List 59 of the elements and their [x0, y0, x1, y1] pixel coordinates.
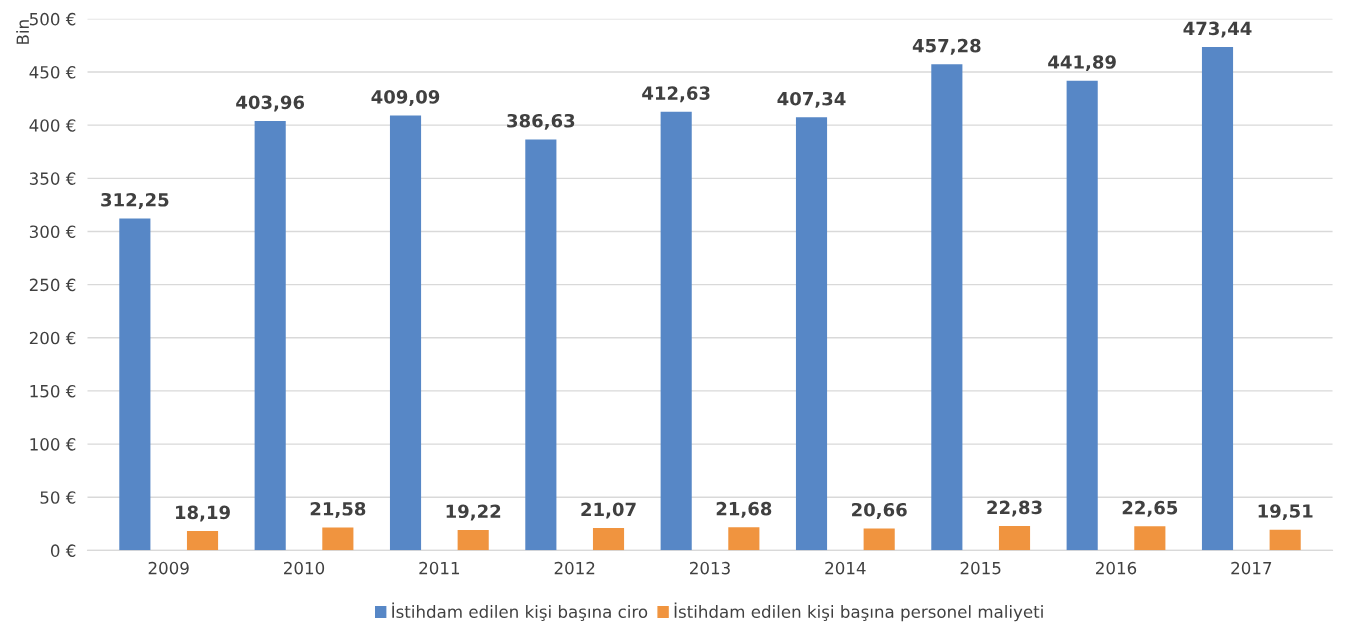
- bar: [254, 120, 286, 551]
- y-tick-label: 500 €: [29, 12, 76, 26]
- data-label: 19,51: [1258, 504, 1313, 521]
- data-label: 403,96: [236, 95, 305, 112]
- y-tick-label: 200 €: [29, 331, 76, 345]
- bar: [863, 528, 895, 551]
- bar: [795, 117, 828, 551]
- bar: [1066, 80, 1098, 551]
- bar: [525, 139, 557, 551]
- x-tick-label: 2011: [419, 561, 460, 575]
- data-label: 457,28: [912, 38, 981, 55]
- bar: [457, 529, 489, 551]
- y-tick-label: 400 €: [29, 119, 76, 132]
- data-label: 19,22: [446, 504, 501, 521]
- data-label: 473,44: [1183, 21, 1252, 38]
- data-label: 22,65: [1122, 500, 1178, 517]
- x-tick-label: 2010: [284, 561, 325, 575]
- bar: [931, 64, 963, 551]
- x-tick-label: 2009: [148, 561, 189, 575]
- data-label: 412,63: [642, 86, 710, 103]
- data-label: 409,09: [371, 90, 440, 106]
- bar: [660, 111, 692, 551]
- bar: [592, 527, 625, 551]
- data-label: 21,58: [310, 501, 366, 518]
- data-label: 20,66: [852, 502, 907, 519]
- data-label: 441,89: [1048, 55, 1116, 72]
- bar: [186, 531, 219, 551]
- data-label: 312,25: [101, 192, 169, 209]
- x-tick-label: 2014: [825, 561, 866, 575]
- data-label: 407,34: [777, 91, 846, 108]
- data-label: 18,19: [176, 505, 230, 522]
- y-tick-label: 100 €: [30, 438, 76, 451]
- bar: [998, 526, 1031, 551]
- y-tick-label: 0 €: [50, 544, 76, 557]
- y-tick-label: 300 €: [29, 225, 76, 239]
- data-label: 21,07: [581, 502, 636, 519]
- bar: [1269, 529, 1301, 551]
- y-tick-label: 250 €: [29, 278, 76, 292]
- x-tick-label: 2016: [1096, 561, 1137, 575]
- y-tick-label: 150 €: [30, 384, 76, 398]
- bar: [322, 527, 354, 551]
- bar: [728, 527, 760, 551]
- x-tick-label: 2017: [1231, 561, 1272, 575]
- y-tick-label: 50 €: [40, 491, 76, 504]
- legend-label: İstihdam edilen kişi başına ciro: [392, 602, 648, 621]
- x-tick-label: 2013: [690, 561, 730, 575]
- bar: [119, 218, 151, 551]
- x-tick-label: 2012: [554, 561, 595, 575]
- bar: [1134, 526, 1166, 551]
- y-tick-label: 350 €: [29, 172, 76, 185]
- bar: [1201, 47, 1234, 551]
- data-label: 21,68: [716, 501, 772, 518]
- x-tick-label: 2015: [960, 561, 1001, 575]
- y-axis-title: Bin: [16, 20, 29, 44]
- bar: [389, 115, 422, 551]
- data-label: 386,63: [507, 113, 575, 130]
- legend-label: İstihdam edilen kişi başına personel maliyeti: [674, 602, 1043, 622]
- y-tick-label: 450 €: [29, 65, 76, 79]
- data-label: 22,83: [987, 500, 1042, 517]
